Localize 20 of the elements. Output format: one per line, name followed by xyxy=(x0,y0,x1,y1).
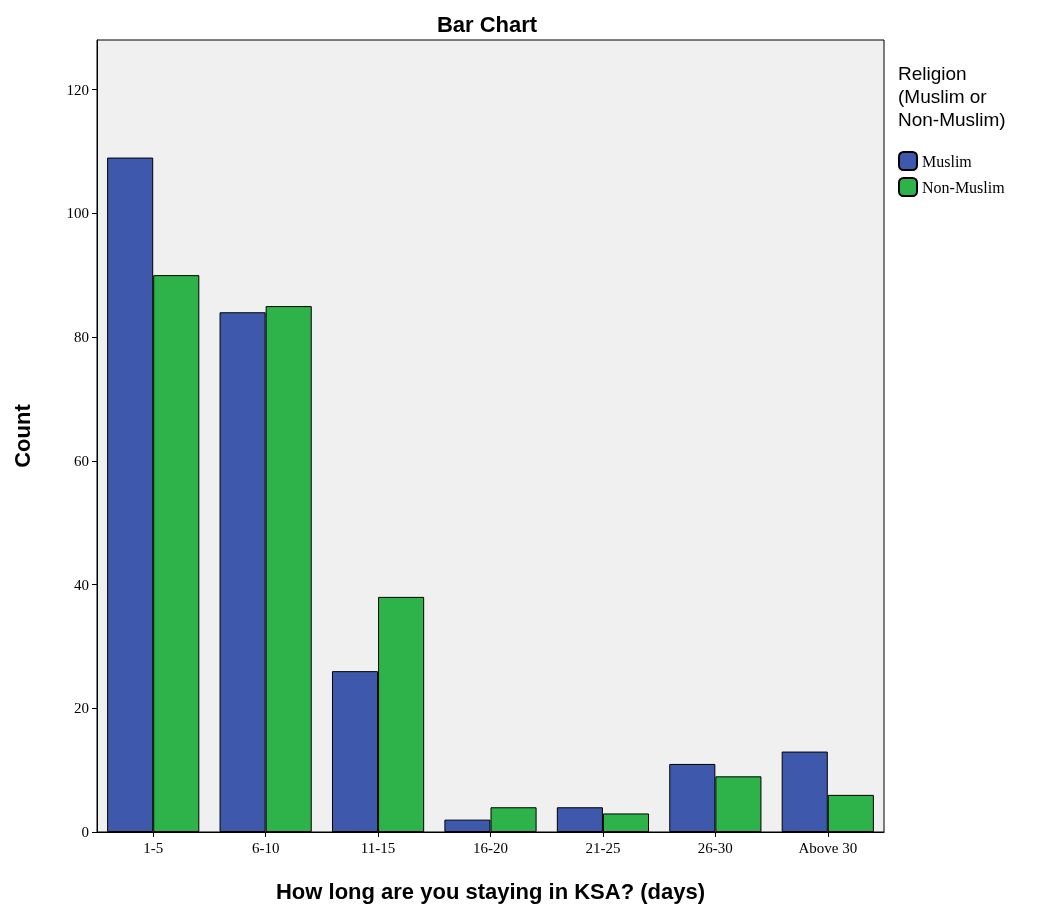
x-tick-label: 1-5 xyxy=(143,839,164,856)
legend-label: Muslim xyxy=(922,152,973,170)
x-tick-label: 21-25 xyxy=(585,839,621,856)
chart-title: Bar Chart xyxy=(436,11,538,37)
y-tick-label: 100 xyxy=(66,205,89,222)
x-tick-label: Above 30 xyxy=(798,839,858,856)
x-tick-label: 6-10 xyxy=(251,839,280,856)
x-tick-label: 26-30 xyxy=(697,839,733,856)
y-tick-label: 40 xyxy=(74,576,89,593)
y-tick-label: 120 xyxy=(66,81,89,98)
x-tick-label: 16-20 xyxy=(473,839,508,856)
x-tick-label: 11-15 xyxy=(360,839,396,856)
legend-label: Non-Muslim xyxy=(922,178,1006,196)
y-tick-label: 20 xyxy=(74,700,89,717)
y-axis-title: Count xyxy=(9,403,35,468)
y-tick-label: 60 xyxy=(74,452,89,469)
x-axis-title: How long are you staying in KSA? (days) xyxy=(275,878,706,904)
legend-title: Religion (Muslim or Non-Muslim) xyxy=(898,63,1006,130)
y-tick-label: 0 xyxy=(81,824,89,840)
y-tick-label: 80 xyxy=(74,329,89,345)
